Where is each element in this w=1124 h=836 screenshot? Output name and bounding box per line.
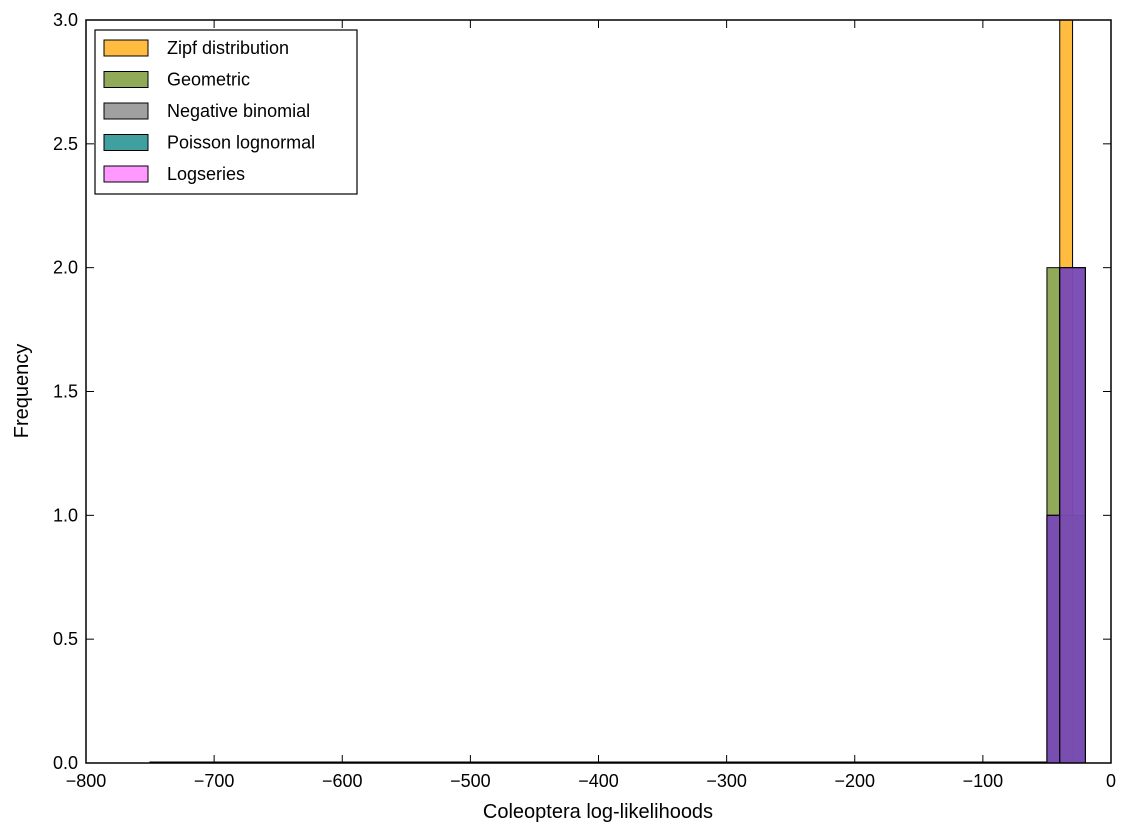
- x-tick-label: −100: [963, 771, 1004, 791]
- bar-logseries-1: [1046, 514, 1061, 764]
- y-tick-label: 0.0: [53, 753, 78, 773]
- legend-label: Logseries: [167, 164, 245, 184]
- x-tick-label: −500: [450, 771, 491, 791]
- legend-swatch: [103, 102, 149, 120]
- y-tick-label: 1.5: [53, 382, 78, 402]
- legend: Zipf distribution Geometric Negative binom…: [94, 29, 358, 195]
- legend-swatch: [103, 134, 149, 151]
- legend-label: Negative binomial: [167, 101, 310, 121]
- y-tick-label: 1.0: [53, 505, 78, 525]
- x-tick-label: −600: [322, 771, 363, 791]
- legend-swatch: [103, 165, 149, 183]
- x-tick-label: −800: [66, 771, 107, 791]
- ticks-layer: −800 −700 −600 −500 −400 −300 −200 −100 0 0.0 0.5 1…: [53, 10, 1116, 791]
- y-tick-label: 3.0: [53, 10, 78, 30]
- x-axis-label: Coleoptera log-likelihoods: [483, 801, 713, 823]
- y-tick-label: 2.0: [53, 258, 78, 278]
- y-axis-label: Frequency: [11, 344, 33, 439]
- x-tick-label: −300: [706, 771, 747, 791]
- x-tick-label: −200: [834, 771, 875, 791]
- x-tick-label: 0: [1106, 771, 1116, 791]
- y-tick-label: 2.5: [53, 134, 78, 154]
- bar-logseries-2: [1059, 267, 1086, 764]
- legend-label: Geometric: [167, 70, 250, 90]
- legend-label: Poisson lognormal: [167, 133, 315, 153]
- legend-swatch: [103, 39, 149, 57]
- y-tick-label: 0.5: [53, 629, 78, 649]
- x-tick-label: −400: [578, 771, 619, 791]
- legend-swatch: [103, 71, 149, 88]
- legend-frame: [94, 29, 358, 195]
- legend-label: Zipf distribution: [167, 38, 289, 58]
- x-tick-label: −700: [194, 771, 235, 791]
